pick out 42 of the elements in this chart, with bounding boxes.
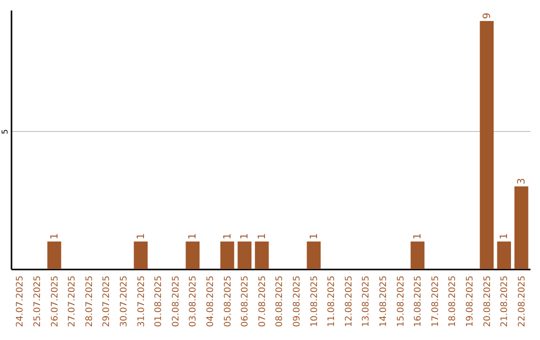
data-label: 1 (240, 233, 251, 240)
x-tick-label: 30.07.2025 (119, 276, 130, 328)
x-tick-label: 09.08.2025 (292, 276, 302, 328)
x-tick-label: 07.08.2025 (258, 276, 268, 328)
x-tick-label: 06.08.2025 (240, 276, 251, 328)
data-label: 1 (308, 233, 320, 240)
x-tick-label: 15.08.2025 (396, 276, 406, 328)
data-label: 1 (136, 233, 147, 240)
x-tick-label: 10.08.2025 (310, 276, 320, 328)
x-tick-label: 12.08.2025 (344, 276, 354, 328)
data-label: 1 (412, 233, 424, 240)
x-tick-label: 24.07.2025 (16, 276, 26, 328)
x-tick-label: 13.08.2025 (362, 276, 372, 328)
x-tick-label: 01.08.2025 (154, 276, 164, 328)
data-label: 3 (516, 178, 528, 184)
data-label: 1 (222, 233, 234, 240)
x-tick-label: 03.08.2025 (188, 276, 199, 328)
x-tick-label: 11.08.2025 (327, 276, 338, 328)
x-tick-label: 08.08.2025 (275, 276, 286, 328)
x-tick-label: 02.08.2025 (171, 276, 182, 328)
x-tick-label: 25.07.2025 (32, 276, 43, 328)
x-tick-label: 22.08.2025 (517, 276, 528, 328)
x-tick-label: 31.07.2025 (136, 276, 147, 328)
data-label: 9 (482, 12, 493, 20)
data-label: 1 (499, 233, 510, 240)
x-tick-label: 14.08.2025 (378, 276, 389, 328)
data-label: 1 (188, 233, 199, 240)
x-tick-label: 18.08.2025 (448, 276, 458, 328)
x-tick-label: 27.07.2025 (68, 276, 78, 328)
x-tick-label: 04.08.2025 (206, 276, 216, 328)
y-tick-label: 5 (0, 129, 10, 134)
data-label: 1 (256, 233, 268, 240)
data-label: 1 (49, 233, 60, 240)
x-tick-label: 26.07.2025 (50, 276, 60, 328)
x-tick-label: 19.08.2025 (465, 276, 476, 328)
x-tick-label: 21.08.2025 (500, 276, 510, 328)
x-tick-label: 29.07.2025 (102, 276, 112, 328)
x-tick-label: 28.07.2025 (84, 276, 95, 328)
x-tick-label: 20.08.2025 (482, 276, 493, 328)
x-tick-label: 17.08.2025 (430, 276, 441, 328)
x-tick-label: 16.08.2025 (414, 276, 424, 328)
x-tick-label: 05.08.2025 (223, 276, 234, 328)
